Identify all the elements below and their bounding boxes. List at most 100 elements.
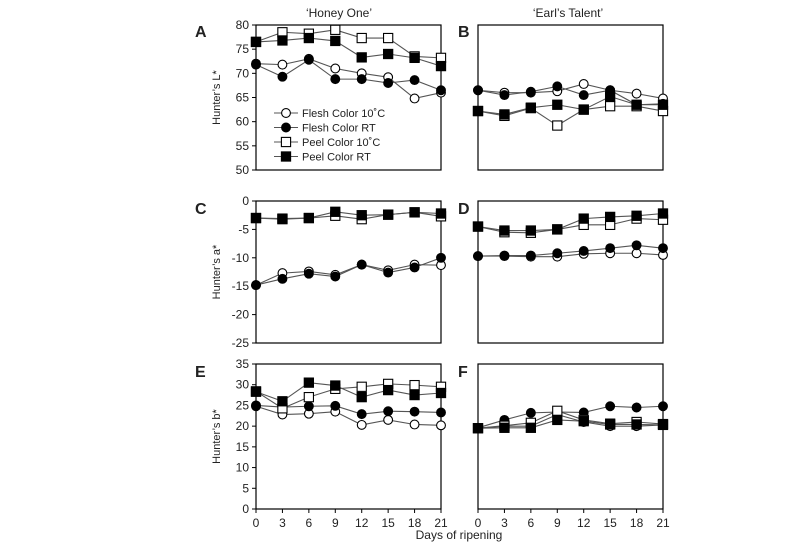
panel-f-point-s1 (658, 401, 668, 412)
panel-e: E 0 5 10 15 20 25 30 35 0 3 6 9 12 15 18 21 Hunter’s b* (195, 357, 448, 530)
panel-a-point-s0 (277, 59, 288, 70)
panel-d-point-s3 (631, 210, 642, 221)
panel-a-ytick-label: 60 (236, 115, 250, 129)
panel-e-xtick-label: 9 (332, 516, 339, 530)
panel-b-point-s1 (578, 90, 589, 101)
legend-label: Flesh Color RT (302, 123, 376, 135)
legend-label: Flesh Color 10˚C (302, 108, 385, 120)
legend-marker (281, 122, 291, 133)
panel-e-ytick-label: 5 (242, 481, 249, 495)
panel-a-point-s3 (356, 52, 367, 63)
panel-e-xtick-label: 12 (355, 516, 369, 530)
panel-e-frame (255, 363, 442, 510)
legend-marker (280, 136, 292, 148)
panel-a-ytick-label: 70 (236, 66, 250, 80)
panel-e-letter: E (195, 364, 206, 381)
panel-f-xtick-label: 6 (528, 516, 535, 530)
panel-c-point-s1 (303, 268, 314, 279)
panel-f-point-s3 (472, 423, 484, 434)
panel-b-point-s1 (552, 81, 563, 92)
panel-d-point-s1 (552, 248, 563, 259)
panel-f-xtick-label: 0 (475, 516, 482, 530)
panel-e-point-s1 (409, 406, 420, 417)
panel-c-point-s1 (436, 252, 446, 263)
panel-a-point-s1 (383, 78, 394, 88)
panel-e-point-s2 (356, 381, 367, 392)
panel-c-point-s3 (250, 212, 262, 224)
panel-b-point-s1 (525, 86, 536, 97)
panel-a-point-s0 (330, 63, 341, 74)
panel-f-point-s3 (499, 422, 510, 433)
panel-d-letter: D (458, 201, 470, 218)
panel-e-point-s1 (303, 401, 314, 412)
panel-f-point-s3 (578, 416, 589, 427)
panel-d: D (458, 200, 669, 344)
panel-f-point-s1 (631, 402, 642, 413)
panel-a-point-s1 (330, 74, 341, 85)
panel-d-point-s3 (525, 225, 537, 236)
panel-a-point-s3 (435, 60, 447, 72)
panel-f-point-s2 (552, 405, 563, 416)
panel-b-point-s2 (604, 101, 616, 112)
panel-a-point-s3 (409, 52, 420, 64)
panel-c-ytick-label: -10 (232, 251, 250, 265)
panel-e-point-s3 (435, 387, 447, 399)
panel-b-point-s3 (631, 99, 642, 110)
panel-a-letter: A (195, 24, 207, 41)
panel-e-point-s3 (356, 391, 367, 403)
panel-e-ylabel: Hunter’s b* (211, 408, 223, 463)
legend-label: Peel Color RT (302, 152, 371, 164)
panel-a-ytick-label: 50 (236, 163, 250, 177)
panel-e-point-s3 (330, 380, 341, 391)
panel-b-point-s1 (499, 90, 510, 101)
panel-d-point-s3 (552, 224, 563, 235)
panel-f-xtick-label: 21 (656, 516, 670, 530)
panel-f-xtick-label: 12 (577, 516, 591, 530)
panel-a-point-s3 (382, 48, 394, 60)
panel-c-ytick-label: 0 (242, 194, 249, 208)
panel-c-ytick-label: -5 (238, 222, 249, 236)
panel-f-xtick-label: 3 (501, 516, 508, 530)
panel-a-point-s1 (356, 74, 367, 85)
panel-d-point-s3 (499, 225, 510, 236)
panel-e-ytick-label: 20 (236, 419, 250, 433)
panel-a-point-s2 (330, 24, 341, 35)
panel-e-xtick-label: 15 (381, 516, 395, 530)
panel-e-ytick-label: 10 (236, 461, 250, 475)
panel-c-ytick-label: -15 (232, 279, 250, 293)
panel-a-ytick-label: 65 (236, 91, 250, 105)
panel-d-point-s3 (657, 208, 669, 219)
panel-c-point-s1 (356, 259, 367, 270)
panel-e-xtick-label: 3 (279, 516, 286, 530)
panel-c-point-s3 (330, 206, 341, 217)
panel-e-point-s3 (277, 396, 288, 407)
panel-b-point-s3 (552, 99, 563, 110)
panel-a-point-s3 (250, 36, 262, 48)
panel-a-point-s1 (436, 85, 446, 96)
panel-c-point-s1 (251, 280, 261, 291)
panel-e-point-s0 (383, 414, 394, 425)
panel-c-point-s1 (277, 273, 288, 284)
panel-d-point-s1 (658, 243, 668, 254)
panel-e-ytick-label: 25 (236, 398, 250, 412)
panel-e-point-s1 (383, 406, 394, 417)
panel-f-point-s3 (552, 414, 563, 426)
panel-c-point-s1 (409, 262, 420, 273)
panel-d-point-s1 (525, 250, 536, 261)
panel-e-point-s3 (382, 384, 394, 396)
panel-d-frame (477, 200, 664, 344)
panel-b-point-s3 (472, 105, 484, 117)
panel-c-point-s1 (383, 267, 394, 278)
panel-c-point-s3 (303, 212, 315, 224)
panel-e-point-s1 (356, 409, 367, 420)
panel-f-xtick-label: 9 (554, 516, 561, 530)
panel-b-point-s3 (657, 99, 669, 110)
panel-d-point-s3 (472, 221, 484, 232)
panel-a-point-s1 (409, 75, 420, 86)
panel-e-point-s2 (409, 379, 420, 391)
panel-e-point-s1 (330, 400, 341, 411)
panel-c-point-s3 (435, 208, 447, 219)
panel-e-xtick-label: 0 (253, 516, 260, 530)
panel-b-point-s0 (578, 79, 589, 89)
panel-c-point-s1 (330, 271, 341, 282)
